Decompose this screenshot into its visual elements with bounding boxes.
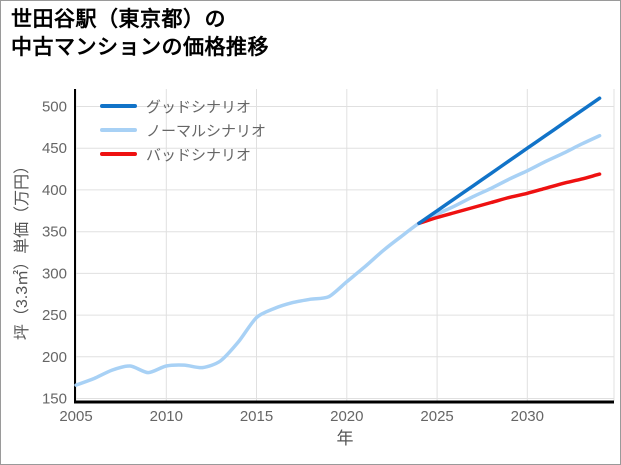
- series-line-bad-scenario: [417, 172, 602, 226]
- legend-item-good-scenario[interactable]: グッドシナリオ: [100, 94, 266, 118]
- y-axis-title: 坪（3.3㎡）単価（万円）: [14, 157, 31, 341]
- y-tick-label: 500: [42, 99, 67, 116]
- y-tick-labels: 150 200 250 300 350 400 450 500: [42, 99, 67, 408]
- series-line-normal-scenario: [74, 133, 602, 387]
- y-tick-label: 300: [42, 265, 67, 282]
- y-tick-label: 150: [42, 391, 67, 408]
- chart-legend: グッドシナリオ ノーマルシナリオ バッドシナリオ: [100, 94, 266, 166]
- legend-line-swatch-good: [100, 104, 137, 108]
- legend-label-normal: ノーマルシナリオ: [146, 122, 267, 140]
- legend-line-swatch-bad: [100, 152, 137, 156]
- x-tick-label: 2005: [59, 408, 92, 425]
- legend-item-bad-scenario[interactable]: バッドシナリオ: [100, 142, 266, 166]
- x-tick-label: 2030: [511, 408, 544, 425]
- y-tick-label: 450: [42, 140, 67, 157]
- legend-item-normal-scenario[interactable]: ノーマルシナリオ: [100, 118, 266, 142]
- legend-line-swatch-normal: [100, 128, 137, 132]
- x-tick-label: 2020: [330, 408, 363, 425]
- legend-label-bad: バッドシナリオ: [146, 146, 252, 164]
- x-tick-label: 2010: [150, 408, 183, 425]
- x-axis-title: 年: [336, 429, 354, 448]
- page-title-line2: 中古マンションの価格推移: [11, 35, 269, 59]
- x-tick-label: 2015: [240, 408, 273, 425]
- series-line-good-scenario: [417, 96, 602, 226]
- y-tick-label: 350: [42, 224, 67, 241]
- y-tick-label: 200: [42, 349, 67, 366]
- page-title-line1: 世田谷駅（東京都）の: [11, 8, 226, 31]
- x-tick-label: 2025: [420, 408, 453, 425]
- x-tick-labels: 2005 2010 2015 2020 2025 2030: [59, 408, 544, 425]
- y-tick-label: 250: [42, 307, 67, 324]
- page-title: 世田谷駅（東京都）の 中古マンションの価格推移: [11, 6, 269, 61]
- legend-label-good: グッドシナリオ: [146, 98, 252, 116]
- y-tick-label: 400: [42, 182, 67, 199]
